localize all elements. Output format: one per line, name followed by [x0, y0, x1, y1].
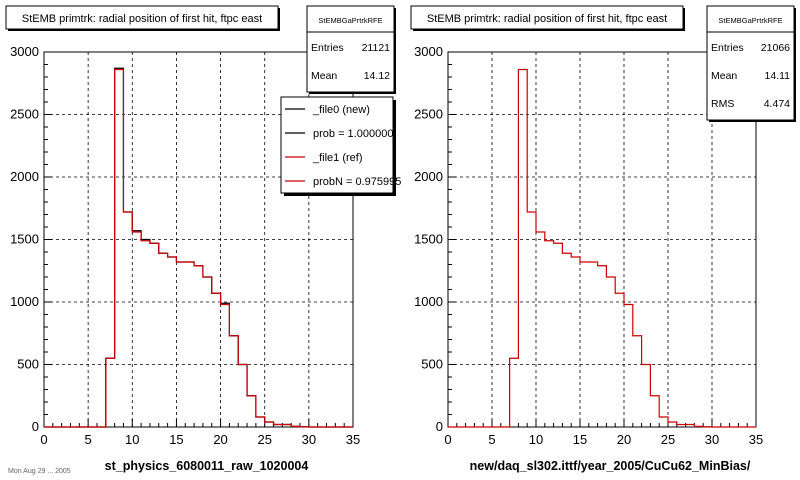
- title-box: [410, 5, 684, 30]
- chart-title: StEMB primtrk: radial position of first …: [22, 13, 262, 25]
- y-tick-label: 500: [17, 357, 39, 372]
- x-tick-label: 5: [488, 432, 495, 447]
- stats-label: Mean: [311, 70, 337, 82]
- y-tick-label: 2500: [10, 107, 39, 122]
- x-axis-label: st_physics_6080011_raw_1020004: [105, 459, 309, 473]
- stats-box-title: StEMBGaPrtrkRFE: [718, 16, 782, 25]
- x-tick-label: 0: [40, 432, 47, 447]
- y-tick-label: 0: [32, 419, 39, 434]
- y-tick-label: 2500: [414, 107, 443, 122]
- x-tick-label: 0: [444, 432, 451, 447]
- legend-label: _file0 (new): [312, 104, 370, 116]
- histogram-series-1: [448, 68, 756, 428]
- y-tick-label: 2000: [10, 169, 39, 184]
- x-tick-label: 25: [257, 432, 271, 447]
- stats-value: 21066: [761, 42, 790, 54]
- x-tick-label: 30: [302, 432, 316, 447]
- legend-box: [280, 96, 394, 194]
- y-tick-label: 1500: [414, 232, 443, 247]
- x-tick-label: 25: [661, 432, 675, 447]
- chart-title: StEMB primtrk: radial position of first …: [427, 13, 667, 25]
- histogram-panel-2: 0 5 10 15 20 25 30 35 0 500 1000 1500 2000 2500 3000 ne…: [410, 5, 796, 473]
- stats-box: [706, 5, 795, 121]
- histogram-panel-1: 0 5 10 15 20 25 30 35 0 500 1000 1500 2000 2500 3000 st…: [5, 5, 401, 473]
- legend-label: probN = 0.975995: [313, 176, 401, 188]
- x-tick-label: 10: [125, 432, 139, 447]
- x-tick-label: 10: [529, 432, 543, 447]
- stats-label: RMS: [711, 98, 734, 110]
- y-tick-label: 1000: [414, 294, 443, 309]
- x-tick-label: 15: [169, 432, 183, 447]
- stats-label: Entries: [311, 42, 344, 54]
- x-tick-label: 5: [85, 432, 92, 447]
- stats-label: Entries: [711, 42, 744, 54]
- x-tick-label: 20: [213, 432, 227, 447]
- title-box: [5, 5, 279, 30]
- histogram-series-2: [44, 68, 353, 428]
- stats-box-title: StEMBGaPrtrkRFE: [318, 16, 382, 25]
- y-tick-label: 2000: [414, 169, 443, 184]
- footer-text: Mon Aug 29 ... 2005: [8, 468, 71, 475]
- x-tick-label: 30: [705, 432, 719, 447]
- x-tick-label: 35: [749, 432, 763, 447]
- x-tick-label: 35: [346, 432, 360, 447]
- stats-box: [306, 5, 395, 93]
- x-tick-label: 20: [617, 432, 631, 447]
- y-tick-label: 0: [436, 419, 443, 434]
- y-tick-label: 3000: [10, 44, 39, 59]
- x-tick-label: 15: [573, 432, 587, 447]
- y-tick-label: 1500: [10, 232, 39, 247]
- y-tick-label: 3000: [414, 44, 443, 59]
- legend-label: prob = 1.000000: [313, 128, 393, 140]
- stats-value: 14.12: [364, 70, 390, 82]
- x-axis-label: new/daq_sl302.ittf/year_2005/CuCu62_MinB…: [470, 459, 751, 473]
- legend-label: _file1 (ref): [312, 152, 363, 164]
- y-tick-label: 1000: [10, 294, 39, 309]
- y-tick-label: 500: [421, 357, 443, 372]
- stats-label: Mean: [711, 70, 737, 82]
- stats-value: 21121: [362, 42, 391, 54]
- stats-value: 14.11: [765, 70, 791, 82]
- stats-value: 4.474: [764, 98, 790, 110]
